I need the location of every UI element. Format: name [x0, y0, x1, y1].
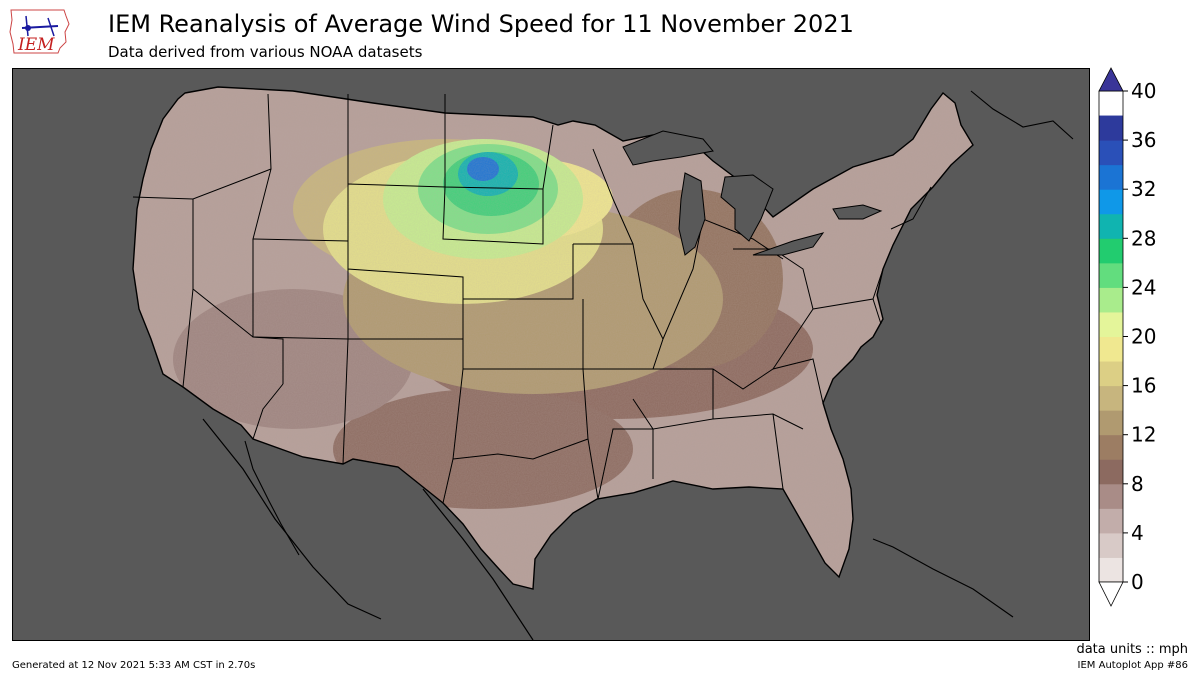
colorbar-bin	[1099, 459, 1123, 485]
canada-coastline	[970, 90, 1074, 140]
colorbar-tick-label: 20	[1131, 325, 1156, 349]
iem-logo: IEM	[8, 6, 72, 58]
colorbar-tick-label: 4	[1131, 521, 1144, 545]
colorbar-bin	[1099, 287, 1123, 313]
colorbar-bin	[1099, 508, 1123, 534]
colorbar-bin	[1099, 238, 1123, 264]
conus-map-svg	[132, 86, 1074, 640]
colorbar-bin	[1099, 262, 1123, 288]
colorbar-legend: 0 4 8 12 16 20 24 28 32 36 40	[1096, 66, 1196, 612]
colorbar-tick-label: 0	[1131, 570, 1144, 594]
colorbar-tick-label: 12	[1131, 423, 1156, 447]
generated-timestamp: Generated at 12 Nov 2021 5:33 AM CST in …	[12, 660, 256, 671]
colorbar-bin	[1099, 189, 1123, 215]
colorbar-extend-low	[1098, 581, 1124, 607]
colorbar-bin	[1099, 410, 1123, 436]
state-boundaries	[132, 93, 932, 504]
colorbar-tick-label: 36	[1131, 128, 1156, 152]
colorbar-bin	[1099, 483, 1123, 509]
logo-text: IEM	[17, 35, 55, 55]
great-lakes	[622, 130, 883, 256]
colorbar-bin	[1099, 434, 1123, 460]
colorbar-bin	[1099, 336, 1123, 362]
colorbar-bin	[1099, 115, 1123, 141]
colorbar-svg: 0 4 8 12 16 20 24 28 32 36 40	[1098, 67, 1156, 607]
map-title: IEM Reanalysis of Average Wind Speed for…	[108, 10, 854, 38]
mexico-coastline	[202, 418, 534, 640]
units-label: data units :: mph	[1076, 642, 1188, 657]
colorbar-bin	[1099, 140, 1123, 166]
wind-speed-map	[12, 68, 1090, 641]
colorbar-tick-label: 16	[1131, 374, 1156, 398]
caribbean-coastline	[872, 538, 1014, 618]
iowa-outline-logo-icon: IEM	[9, 9, 70, 55]
colorbar-bin	[1099, 311, 1123, 337]
baja-coastline	[244, 440, 300, 556]
colorbar-tick-label: 32	[1131, 177, 1156, 201]
colorbar-tick-label: 28	[1131, 226, 1156, 250]
autoplot-app-id: IEM Autoplot App #86	[1077, 660, 1188, 671]
colorbar-bin	[1099, 213, 1123, 239]
colorbar-bin	[1099, 557, 1123, 583]
map-subtitle: Data derived from various NOAA datasets	[108, 43, 423, 61]
colorbar-bin	[1099, 532, 1123, 558]
colorbar-bin	[1099, 385, 1123, 411]
colorbar-bin	[1099, 164, 1123, 190]
colorbar-bin	[1099, 361, 1123, 387]
colorbar-tick-label: 8	[1131, 472, 1144, 496]
colorbar-extend-high	[1098, 67, 1124, 92]
colorbar-tick-label: 40	[1131, 79, 1156, 103]
colorbar-tick-label: 24	[1131, 275, 1156, 299]
